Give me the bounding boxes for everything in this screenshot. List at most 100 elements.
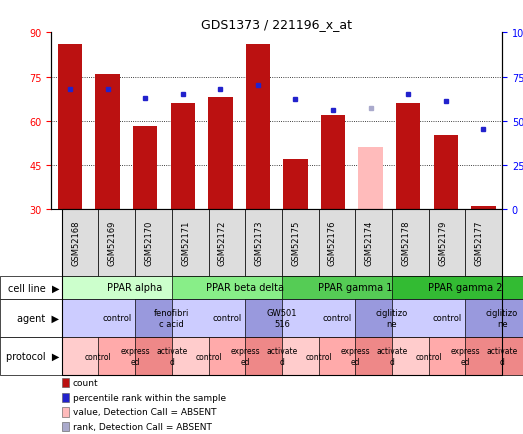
Text: control: control [85,352,112,361]
Text: activate
d: activate d [266,347,298,366]
Bar [465,299,523,337]
Bar [135,299,209,337]
Bar [396,104,420,209]
Bar [0,276,62,299]
Bar [0,299,62,337]
Bar [321,115,345,209]
Bar [282,337,355,375]
Bar [319,209,355,276]
Text: PPAR gamma 1: PPAR gamma 1 [318,283,392,293]
Text: express
ed: express ed [451,347,480,366]
Text: GSM52172: GSM52172 [218,220,227,266]
Bar [58,45,82,209]
Bar [282,209,319,276]
Bar [209,209,245,276]
Text: GSM52168: GSM52168 [71,220,80,266]
Text: activate
d: activate d [156,347,187,366]
Bar [62,422,69,431]
Bar [0,337,62,375]
Bar [62,407,69,417]
Text: control: control [212,314,242,322]
Bar [208,98,233,209]
Bar [392,209,429,276]
Text: agent  ▶: agent ▶ [17,313,59,323]
Bar [135,337,209,375]
Text: GSM52174: GSM52174 [365,220,373,266]
Text: control: control [305,352,332,361]
Bar [62,209,98,276]
Bar [62,299,172,337]
Text: GSM52175: GSM52175 [291,220,300,266]
Text: ciglitizo
ne: ciglitizo ne [376,309,408,328]
Text: fenofibri
c acid: fenofibri c acid [154,309,189,328]
Bar [62,378,69,388]
Text: count: count [73,378,98,387]
Bar [282,299,392,337]
Text: PPAR alpha: PPAR alpha [108,283,163,293]
Text: protocol  ▶: protocol ▶ [6,352,59,361]
Bar [98,209,135,276]
Bar [465,209,502,276]
Bar [429,209,465,276]
Bar [172,299,282,337]
Bar [62,209,502,375]
Bar [209,337,282,375]
Bar [62,276,209,299]
Text: ciglitizo
ne: ciglitizo ne [486,309,518,328]
Bar [429,337,502,375]
Bar [246,45,270,209]
Bar [98,337,172,375]
Bar [283,159,308,209]
Bar [392,337,465,375]
Text: cell line  ▶: cell line ▶ [8,283,59,293]
Bar [282,276,429,299]
Text: GSM52178: GSM52178 [401,220,411,266]
Bar [319,337,392,375]
Text: PPAR gamma 2: PPAR gamma 2 [428,283,503,293]
Bar [434,136,458,209]
Text: control: control [433,314,462,322]
Text: value, Detection Call = ABSENT: value, Detection Call = ABSENT [73,408,216,417]
Bar [355,209,392,276]
Text: activate
d: activate d [486,347,518,366]
Bar [62,393,69,402]
Bar [355,299,429,337]
Text: GSM52177: GSM52177 [475,220,484,266]
Text: control: control [322,314,351,322]
Text: express
ed: express ed [120,347,150,366]
Bar [172,209,209,276]
Bar [172,276,319,299]
Title: GDS1373 / 221196_x_at: GDS1373 / 221196_x_at [201,18,352,31]
Text: percentile rank within the sample: percentile rank within the sample [73,393,226,402]
Bar [170,104,195,209]
Bar [358,148,383,209]
Text: control: control [415,352,442,361]
Text: express
ed: express ed [340,347,370,366]
Text: GSM52179: GSM52179 [438,220,447,266]
Text: rank, Detection Call = ABSENT: rank, Detection Call = ABSENT [73,422,212,431]
Text: GSM52170: GSM52170 [144,220,153,266]
Text: control: control [195,352,222,361]
Text: GSM52176: GSM52176 [328,220,337,266]
Bar [465,337,523,375]
Text: express
ed: express ed [231,347,260,366]
Bar [245,209,282,276]
Bar [392,299,502,337]
Text: control: control [102,314,131,322]
Bar [245,337,319,375]
Text: PPAR beta delta: PPAR beta delta [206,283,284,293]
Text: GSM52171: GSM52171 [181,220,190,266]
Text: GSM52169: GSM52169 [108,220,117,266]
Text: GW501
516: GW501 516 [267,309,297,328]
Text: GSM52173: GSM52173 [255,220,264,266]
Bar [135,209,172,276]
Text: activate
d: activate d [377,347,407,366]
Bar [133,127,157,209]
Bar [471,206,495,209]
Bar [245,299,319,337]
Bar [62,337,135,375]
Bar [392,276,523,299]
Bar [172,337,245,375]
Bar [95,75,120,209]
Bar [355,337,429,375]
